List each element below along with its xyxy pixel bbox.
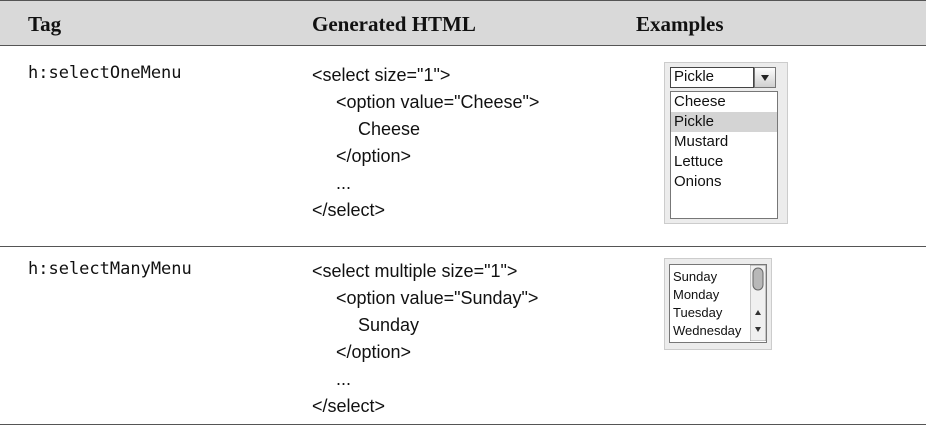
scrollbar: [750, 265, 766, 341]
arrow-icon: [761, 75, 769, 81]
row-divider: [0, 246, 926, 247]
example-panel: Sunday Monday Tuesday Wednesday: [664, 258, 772, 350]
code-line: Cheese: [358, 119, 421, 139]
header-cell: Tag: [28, 12, 62, 36]
code-line: ...: [336, 369, 352, 389]
example-panel: Pickle Cheese Pickle Mustard Lettuce Onions: [664, 62, 788, 224]
option: Wednesday: [673, 323, 742, 338]
select-field: Pickle: [670, 67, 754, 88]
option: Onions: [674, 173, 722, 190]
tag-cell: h:selectManyMenu: [28, 259, 192, 279]
option: Sunday: [673, 269, 718, 284]
header-cell: Examples: [636, 12, 724, 36]
header-cell: Generated HTML: [312, 12, 476, 36]
code-line: </option>: [336, 146, 412, 166]
option: Lettuce: [674, 153, 724, 170]
option: Monday: [673, 287, 720, 302]
table-bottom-rule: [0, 424, 926, 425]
code-line: <select multiple size="1">: [312, 261, 518, 281]
code-line: <option value="Sunday">: [336, 288, 539, 308]
tag-cell: h:selectOneMenu: [28, 63, 182, 83]
option: Cheese: [674, 93, 726, 110]
option: Mustard: [674, 133, 729, 150]
option: Tuesday: [673, 305, 723, 320]
code-line: Sunday: [358, 315, 420, 335]
dropdown-button: [754, 67, 776, 88]
code-line: ...: [336, 173, 352, 193]
option: Pickle: [671, 112, 777, 132]
option-list: Cheese Pickle Mustard Lettuce Onions: [670, 91, 778, 219]
code-line: <option value="Cheese">: [336, 92, 540, 112]
code-line: </option>: [336, 342, 412, 362]
table-header: Tag Generated HTML Examples: [0, 0, 926, 46]
code-line: <select size="1">: [312, 65, 451, 85]
code-line: </select>: [312, 200, 386, 220]
code-line: </select>: [312, 396, 386, 416]
